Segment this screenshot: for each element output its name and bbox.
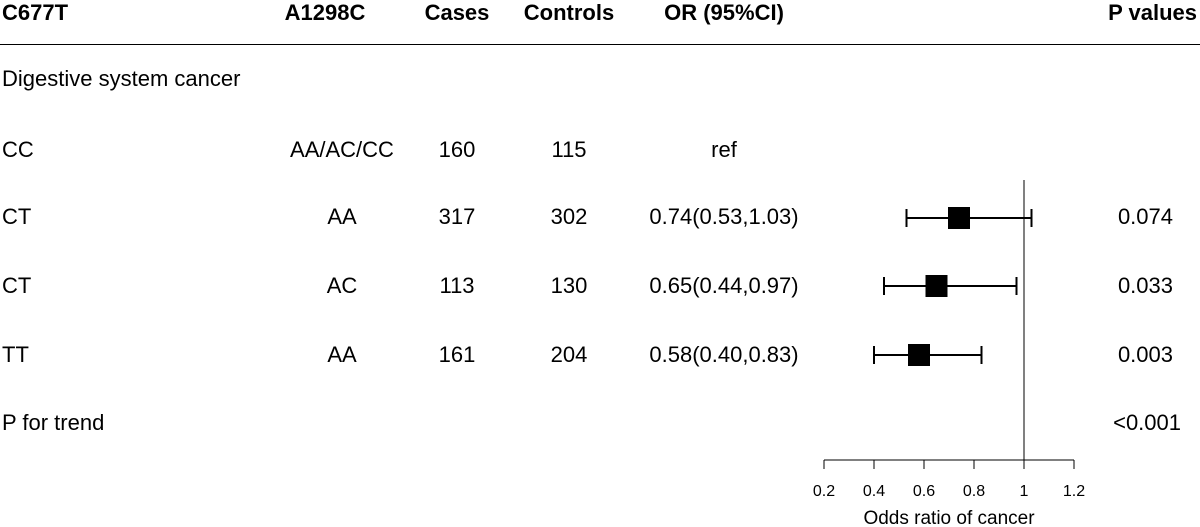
x-tick-label: 1 [1020,483,1029,500]
row-a1298c: AC [326,273,358,298]
row-c677t: TT [2,342,29,367]
x-tick-label: 0.6 [913,483,935,500]
row-cases: 161 [438,342,476,367]
x-tick-label: 0.2 [813,483,835,500]
row-cases: 317 [438,204,476,229]
row-or: 0.74(0.53,1.03) [649,204,799,229]
x-tick-label: 1.2 [1063,483,1085,500]
x-axis-label: Odds ratio of cancer [863,508,1035,527]
row-p-value: 0.033 [1117,273,1173,298]
row-or: ref [711,137,737,162]
row-c677t: CT [2,204,32,229]
trend-label: P for trend [2,410,105,435]
or-point-marker [908,344,930,366]
x-tick-label: 0.8 [963,483,985,500]
row-or: 0.65(0.44,0.97) [649,273,799,298]
row-p-value: 0.003 [1117,342,1173,367]
header-c677t: C677T [2,0,69,25]
trend-p-value: <0.001 [1113,410,1181,435]
row-controls: 115 [551,137,587,162]
row-c677t: CC [2,137,34,162]
or-point-marker [925,275,948,297]
header-cases: Cases [424,0,490,25]
or-point-marker [948,207,970,229]
header-p-values: P values [1108,0,1197,25]
row-a1298c: AA/AC/CC [290,137,394,162]
row-controls: 302 [550,204,588,229]
row-or: 0.58(0.40,0.83) [649,342,799,367]
row-a1298c: AA [327,204,357,229]
row-cases: 113 [439,273,475,298]
row-a1298c: AA [327,342,357,367]
row-controls: 204 [550,342,588,367]
header-controls: Controls [523,0,615,25]
x-tick-label: 0.4 [863,483,885,500]
header-a1298c: A1298C [284,0,366,25]
row-controls: 130 [550,273,588,298]
header-rule [0,44,1200,45]
section-label: Digestive system cancer [2,66,241,91]
header-or: OR (95%CI) [664,0,784,25]
row-p-value: 0.074 [1117,204,1173,229]
row-c677t: CT [2,273,32,298]
row-cases: 160 [438,137,476,162]
